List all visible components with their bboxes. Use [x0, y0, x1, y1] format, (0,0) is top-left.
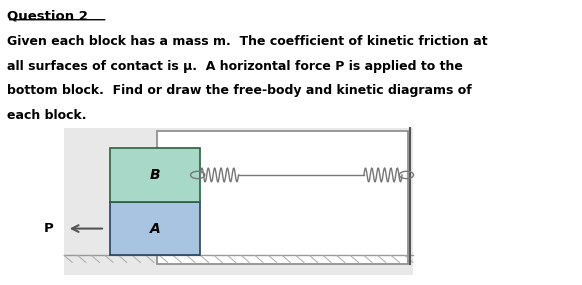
FancyBboxPatch shape: [64, 128, 413, 275]
Text: Question 2: Question 2: [7, 10, 88, 23]
Text: Given each block has a mass m.  The coefficient of kinetic friction at: Given each block has a mass m. The coeff…: [7, 35, 488, 48]
Text: all surfaces of contact is μ.  A horizontal force P is applied to the: all surfaces of contact is μ. A horizont…: [7, 60, 463, 73]
Text: P: P: [44, 222, 53, 235]
Text: A: A: [150, 221, 161, 236]
FancyBboxPatch shape: [157, 131, 407, 264]
Text: each block.: each block.: [7, 109, 86, 122]
FancyBboxPatch shape: [111, 148, 200, 202]
FancyBboxPatch shape: [111, 202, 200, 255]
Text: B: B: [150, 168, 161, 182]
Text: bottom block.  Find or draw the free-body and kinetic diagrams of: bottom block. Find or draw the free-body…: [7, 84, 471, 97]
